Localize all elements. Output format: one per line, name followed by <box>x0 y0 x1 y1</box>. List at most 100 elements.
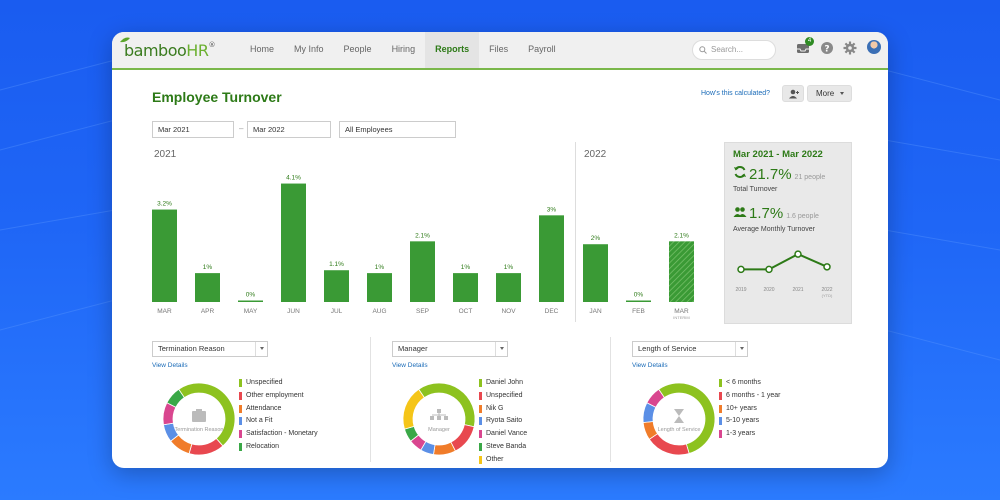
nav-tab-files[interactable]: Files <box>489 44 509 54</box>
legend-swatch <box>719 404 722 413</box>
trend-year-label: 2020 <box>763 287 774 293</box>
breakdown-legend: < 6 months 6 months - 1 year 10+ years 5-10… <box>719 378 780 442</box>
search-input[interactable]: Search... <box>692 40 776 60</box>
trend-point[interactable] <box>794 250 802 258</box>
bar-value-label: 0% <box>634 292 644 299</box>
trend-point[interactable] <box>765 265 773 274</box>
trend-year-label: 2019 <box>735 287 746 293</box>
employee-group-select[interactable]: All Employees <box>339 121 456 138</box>
nav-tab-people[interactable]: People <box>343 44 372 54</box>
view-details-link[interactable]: View Details <box>392 362 428 369</box>
search-placeholder: Search... <box>711 45 744 54</box>
to-date-field[interactable]: Mar 2022 <box>247 121 331 138</box>
breakdown-select-value: Manager <box>398 344 428 353</box>
bar-value-label: 2% <box>591 235 601 242</box>
donut-slice[interactable] <box>402 388 425 430</box>
legend-label: 6 months - 1 year <box>726 391 781 399</box>
breakdown-select[interactable]: Termination Reason <box>152 341 268 357</box>
nav-tab-home[interactable]: Home <box>250 44 275 54</box>
help-icon[interactable]: ? <box>820 41 834 55</box>
legend-item[interactable]: Steve Banda <box>479 442 527 455</box>
top-nav: bambooHR® Home My Info People Hiring Reports… <box>112 32 888 70</box>
bar-may-2[interactable] <box>238 300 263 303</box>
interim-label: INTERIM <box>673 315 689 320</box>
donut-slice[interactable] <box>418 382 476 428</box>
nav-tab-hiring[interactable]: Hiring <box>391 44 416 54</box>
chevron-down-icon <box>255 342 267 356</box>
bar-jun-3[interactable] <box>281 183 306 302</box>
donut-slice[interactable] <box>178 382 236 447</box>
chevron-down-icon <box>735 342 747 356</box>
trend-point[interactable] <box>823 263 831 271</box>
share-button[interactable] <box>782 85 804 102</box>
bar-dec-9[interactable] <box>539 215 564 302</box>
view-details-link[interactable]: View Details <box>152 362 188 369</box>
legend-item[interactable]: < 6 months <box>719 378 780 391</box>
trend-line <box>741 252 828 271</box>
logo-reg: ® <box>208 41 215 49</box>
donut-slice[interactable] <box>450 424 475 452</box>
view-details-link[interactable]: View Details <box>632 362 668 369</box>
bar-nov-8[interactable] <box>496 273 521 302</box>
legend-item[interactable]: 5-10 years <box>719 416 780 429</box>
bar-oct-7[interactable] <box>453 273 478 302</box>
legend-item[interactable]: Daniel Vance <box>479 429 527 442</box>
from-date-field[interactable]: Mar 2021 <box>152 121 234 138</box>
donut-slice[interactable] <box>166 388 185 408</box>
nav-tab-my-info[interactable]: My Info <box>294 44 324 54</box>
bar-jul-4[interactable] <box>324 270 349 302</box>
breakdown-donut-chart: Length of Service <box>642 382 716 456</box>
bar-sep-6[interactable] <box>410 241 435 302</box>
x-tick-label: NOV <box>501 308 516 315</box>
nav-tab-reports[interactable]: Reports <box>425 32 480 68</box>
legend-item[interactable]: Attendance <box>239 404 318 417</box>
legend-item[interactable]: Other <box>479 455 527 468</box>
bar-feb-11[interactable] <box>626 300 651 303</box>
nav-tab-payroll[interactable]: Payroll <box>528 44 556 54</box>
legend-label: Not a Fit <box>246 417 273 425</box>
app-window: bambooHR® Home My Info People Hiring Reports… <box>112 32 888 468</box>
avatar[interactable] <box>867 40 881 54</box>
org-chart-icon <box>430 409 448 420</box>
monthly-people: 1.6 people <box>786 213 819 220</box>
breakdown-select[interactable]: Manager <box>392 341 508 357</box>
inbox-icon[interactable] <box>796 41 810 55</box>
legend-label: 5-10 years <box>726 417 760 425</box>
legend-item[interactable]: 1-3 years <box>719 429 780 442</box>
breakdown-select[interactable]: Length of Service <box>632 341 748 357</box>
trend-point[interactable] <box>737 265 745 274</box>
how-calculated-link[interactable]: How's this calculated? <box>701 90 771 97</box>
donut-slice[interactable] <box>648 433 690 456</box>
legend-item[interactable]: Relocation <box>239 442 318 455</box>
chevron-down-icon <box>495 342 507 356</box>
bar-mar-12[interactable] <box>669 241 694 302</box>
legend-item[interactable]: Ryota Saito <box>479 416 527 429</box>
gear-icon[interactable] <box>843 41 857 55</box>
legend-item[interactable]: 6 months - 1 year <box>719 391 780 404</box>
legend-item[interactable]: 10+ years <box>719 404 780 417</box>
logo-hr: HR <box>186 41 209 60</box>
bar-mar-0[interactable] <box>152 209 177 302</box>
bamboohr-logo[interactable]: bambooHR® <box>120 37 215 60</box>
legend-item[interactable]: Satisfaction - Monetary <box>239 429 318 442</box>
legend-swatch <box>719 391 722 400</box>
legend-item[interactable]: Unspecified <box>479 391 527 404</box>
bar-apr-1[interactable] <box>195 273 220 302</box>
total-turnover-value: 21.7% 21 people <box>733 165 825 183</box>
donut-slice[interactable] <box>433 441 456 456</box>
breakdown-select-value: Termination Reason <box>158 344 225 353</box>
legend-item[interactable]: Nik G <box>479 404 527 417</box>
bar-value-label: 1% <box>203 264 213 271</box>
x-tick-label: JAN <box>589 308 602 315</box>
legend-item[interactable]: Daniel John <box>479 378 527 391</box>
legend-label: Other employment <box>246 391 304 399</box>
bar-jan-10[interactable] <box>583 244 608 302</box>
donut-slice[interactable] <box>646 388 665 408</box>
legend-item[interactable]: Not a Fit <box>239 416 318 429</box>
x-tick-label: JUL <box>331 308 343 315</box>
legend-item[interactable]: Other employment <box>239 391 318 404</box>
bar-aug-5[interactable] <box>367 273 392 302</box>
donut-slice[interactable] <box>188 437 224 456</box>
more-button[interactable]: More <box>807 85 852 102</box>
legend-item[interactable]: Unspecified <box>239 378 318 391</box>
